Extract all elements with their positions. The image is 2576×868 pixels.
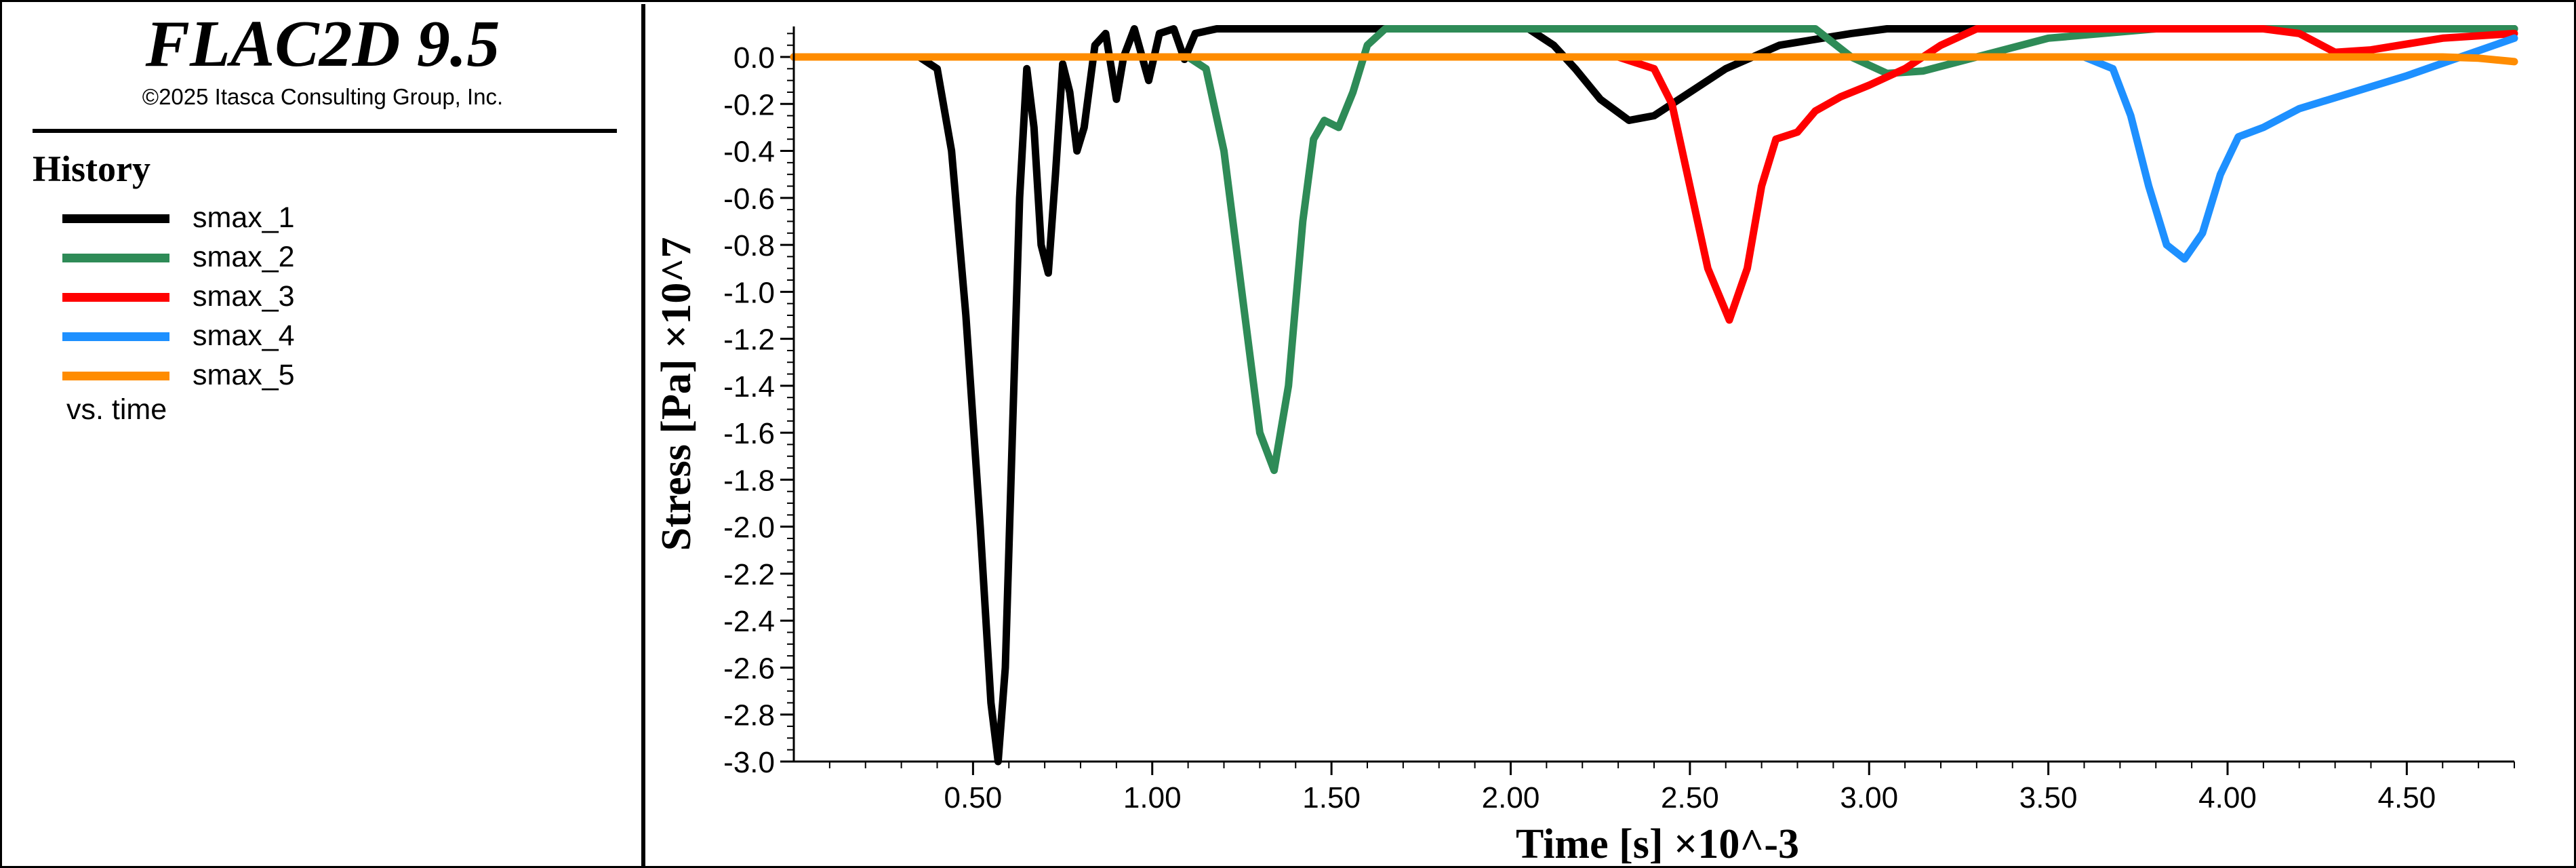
y-tick-label: -2.6: [723, 652, 775, 685]
legend-heading: History: [33, 149, 150, 189]
y-axis-label: Stress [Pa] ×10^7: [653, 237, 700, 551]
x-tick-label: 4.50: [2378, 781, 2436, 814]
series-line-smax-5: [790, 53, 2518, 66]
y-tick-label: -0.6: [723, 182, 775, 216]
y-axis-ticks: 0.0 -0.2 -0.4 -0.6 -0.8 -1.0 -1.2 -1.4 -1.6 -1.8 -…: [723, 41, 794, 779]
y-tick-label: -0.4: [723, 136, 775, 169]
legend-footer: vs. time: [66, 393, 167, 426]
y-tick-label: -1.6: [723, 417, 775, 450]
y-tick-label: -2.8: [723, 699, 775, 732]
y-tick-label: -2.0: [723, 511, 775, 545]
y-tick-label: -3.0: [723, 746, 775, 779]
series-line-smax-2: [790, 25, 2518, 475]
legend-label-smax-3: smax_3: [193, 280, 295, 313]
legend-label-smax-2: smax_2: [193, 241, 295, 273]
y-tick-label: -1.8: [723, 464, 775, 497]
series-line-smax-3: [790, 25, 2518, 324]
legend-swatch-smax-1: [62, 214, 169, 223]
x-tick-label: 2.50: [1661, 781, 1719, 814]
y-tick-label: -0.2: [723, 88, 775, 121]
legend-label-smax-4: smax_4: [193, 319, 295, 352]
y-tick-label: -0.8: [723, 229, 775, 262]
x-tick-label: 3.00: [1840, 781, 1898, 814]
series-line-smax-4: [790, 34, 2518, 263]
x-tick-label: 3.50: [2019, 781, 2078, 814]
y-tick-label: -1.0: [723, 276, 775, 309]
x-axis-label: Time [s] ×10^-3: [1516, 821, 1799, 866]
legend-divider: [33, 129, 617, 133]
x-tick-label: 0.50: [944, 781, 1003, 814]
x-tick-label: 4.00: [2198, 781, 2257, 814]
y-tick-label: -2.2: [723, 558, 775, 591]
copyright-notice: ©2025 Itasca Consulting Group, Inc.: [142, 84, 504, 109]
legend-label-smax-5: smax_5: [193, 359, 295, 391]
legend-swatch-smax-5: [62, 372, 169, 380]
legend-panel: FLAC2D 9.5 ©2025 Itasca Consulting Group…: [4, 4, 645, 868]
legend-swatch-smax-3: [62, 293, 169, 302]
y-tick-label: -1.2: [723, 323, 775, 357]
x-axis-ticks: 0.50 1.00 1.50 2.00 2.50 3.00 3.50 4.00 4.50: [944, 762, 2436, 814]
series-line-smax-1: [790, 25, 2518, 766]
y-tick-label: -2.4: [723, 605, 775, 638]
y-tick-label: 0.0: [733, 41, 775, 75]
x-tick-label: 1.00: [1123, 781, 1182, 814]
app-title: FLAC2D 9.5: [145, 7, 500, 81]
y-tick-label: -1.4: [723, 370, 775, 403]
x-tick-label: 1.50: [1302, 781, 1361, 814]
x-tick-label: 2.00: [1482, 781, 1540, 814]
legend-swatch-smax-4: [62, 332, 169, 341]
legend-swatch-smax-2: [62, 254, 169, 262]
series-layer: [790, 25, 2518, 766]
legend-label-smax-1: smax_1: [193, 201, 295, 234]
